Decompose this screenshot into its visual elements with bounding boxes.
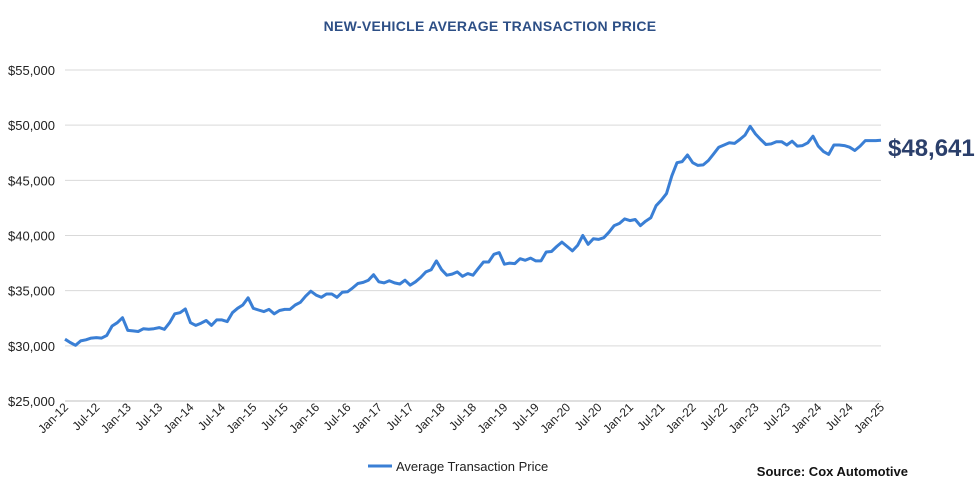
x-tick-label: Jul-16 bbox=[321, 400, 354, 433]
x-tick-label: Jan-19 bbox=[475, 400, 511, 436]
x-tick-label: Jul-14 bbox=[195, 400, 228, 433]
x-axis: Jan-12Jul-12Jan-13Jul-13Jan-14Jul-14Jan-… bbox=[35, 400, 887, 436]
x-tick-label: Jul-23 bbox=[760, 400, 793, 433]
end-value-label: $48,641 bbox=[888, 135, 975, 162]
y-tick-label: $45,000 bbox=[8, 173, 55, 188]
x-tick-label: Jan-23 bbox=[726, 400, 762, 436]
x-tick-label: Jul-13 bbox=[132, 400, 165, 433]
x-tick-label: Jan-14 bbox=[161, 400, 197, 436]
x-tick-label: Jul-15 bbox=[258, 400, 291, 433]
y-axis: $25,000 $30,000 $35,000 $40,000 $45,000 $50,0… bbox=[8, 63, 55, 409]
x-tick-label: Jul-21 bbox=[634, 400, 667, 433]
x-tick-label: Jan-16 bbox=[286, 400, 322, 436]
x-tick-label: Jan-18 bbox=[412, 400, 448, 436]
x-tick-label: Jul-12 bbox=[69, 400, 102, 433]
x-tick-label: Jul-18 bbox=[446, 400, 479, 433]
x-tick-label: Jan-21 bbox=[600, 400, 636, 436]
x-tick-label: Jan-25 bbox=[851, 400, 887, 436]
y-tick-label: $50,000 bbox=[8, 118, 55, 133]
x-tick-label: Jul-22 bbox=[697, 400, 730, 433]
x-tick-label: Jan-13 bbox=[98, 400, 134, 436]
y-tick-label: $55,000 bbox=[8, 63, 55, 78]
gridlines bbox=[65, 69, 881, 402]
x-tick-label: Jul-24 bbox=[823, 400, 856, 433]
x-tick-label: Jul-17 bbox=[383, 400, 416, 433]
x-tick-label: Jul-19 bbox=[509, 400, 542, 433]
x-tick-label: Jan-15 bbox=[224, 400, 260, 436]
x-tick-label: Jul-20 bbox=[572, 400, 605, 433]
y-tick-label: $40,000 bbox=[8, 229, 55, 244]
series-line-average-transaction-price bbox=[64, 124, 882, 347]
source-note: Source: Cox Automotive bbox=[757, 464, 908, 479]
x-tick-label: Jan-20 bbox=[537, 400, 573, 436]
legend: Average Transaction Price bbox=[368, 459, 548, 474]
x-tick-label: Jan-24 bbox=[788, 400, 824, 436]
y-tick-label: $25,000 bbox=[8, 394, 55, 409]
y-tick-label: $30,000 bbox=[8, 339, 55, 354]
x-tick-label: Jan-22 bbox=[663, 400, 699, 436]
chart-title: NEW-VEHICLE AVERAGE TRANSACTION PRICE bbox=[324, 18, 657, 34]
x-tick-label: Jan-17 bbox=[349, 400, 385, 436]
legend-label: Average Transaction Price bbox=[396, 459, 548, 474]
y-tick-label: $35,000 bbox=[8, 284, 55, 299]
